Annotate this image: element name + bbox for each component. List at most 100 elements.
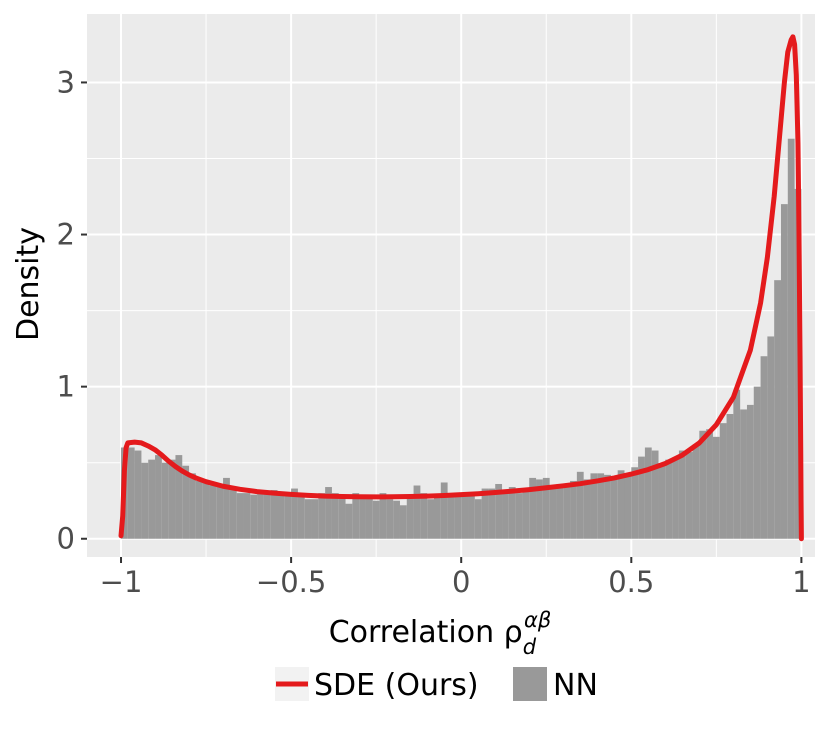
x-axis-title-sub: d [523, 635, 537, 659]
histogram-bar [406, 494, 414, 539]
y-axis-ticks: 0 1 2 3 [57, 65, 87, 556]
histogram-bar [570, 480, 577, 539]
histogram-bar [250, 494, 258, 539]
histogram-bar [155, 455, 162, 539]
legend-label-nn: NN [553, 668, 598, 703]
histogram-bar [638, 456, 645, 539]
histogram-bar [760, 356, 768, 539]
histogram-bar [685, 452, 693, 539]
histogram-bar [168, 459, 176, 539]
histogram-bar [672, 458, 679, 539]
x-tick-label: −0.5 [256, 565, 326, 599]
histogram-bar [644, 447, 652, 539]
legend-key-nn-swatch [513, 667, 547, 701]
x-tick-label: 0 [452, 565, 470, 599]
histogram-bar [195, 480, 203, 539]
y-tick-label: 2 [57, 218, 75, 252]
histogram-bar [522, 491, 530, 539]
histogram-bar [474, 499, 482, 539]
histogram-bar [563, 483, 571, 539]
histogram-bar [352, 493, 360, 539]
histogram-bar [508, 487, 516, 539]
y-axis-title: Density [11, 227, 46, 341]
histogram-bar [318, 493, 326, 539]
histogram-bar [420, 493, 428, 539]
x-axis-title: Correlation ρd αβ [329, 608, 552, 659]
histogram-bar [583, 479, 591, 539]
histogram-bar [270, 490, 278, 539]
histogram-bar [624, 476, 632, 539]
histogram-bar [658, 465, 666, 539]
histogram-bar [665, 459, 673, 539]
legend: SDE (Ours) NN [275, 667, 598, 703]
histogram-bar [338, 497, 346, 539]
x-tick-label: 0.5 [608, 565, 654, 599]
histogram-bar [447, 493, 455, 539]
histogram-bar [576, 471, 584, 539]
histogram-bar [393, 500, 400, 539]
x-tick-label: 1 [792, 565, 810, 599]
histogram-bar [134, 450, 142, 539]
legend-label-sde: SDE (Ours) [314, 668, 479, 703]
histogram-bar [610, 479, 618, 539]
histogram-bar [733, 389, 741, 539]
histogram-bar [495, 483, 503, 539]
x-axis-title-sup: αβ [524, 608, 551, 632]
y-tick-label: 1 [57, 370, 75, 404]
histogram-bar [767, 336, 775, 539]
histogram-bar [692, 444, 700, 539]
histogram-bar [461, 493, 469, 539]
histogram-bar [699, 430, 707, 539]
sde-density-line [118, 34, 804, 542]
histogram-bar [597, 473, 605, 539]
histogram-bar [223, 477, 230, 539]
histogram-bar [488, 488, 496, 539]
x-tick-label: −1 [100, 565, 143, 599]
histogram-bar [175, 455, 183, 539]
histogram-bar [678, 450, 686, 539]
histogram-bar [746, 404, 754, 539]
histogram-bar [440, 482, 448, 539]
histogram-bar [182, 465, 190, 539]
histogram-bar [189, 473, 196, 539]
histogram-bar [141, 462, 149, 539]
histogram-bar [529, 477, 537, 539]
histogram-bar [515, 493, 523, 539]
histogram-bar [536, 479, 543, 539]
histogram-bar [631, 467, 639, 539]
histogram-bar [209, 485, 217, 539]
histogram-bar [604, 474, 611, 539]
histogram-bar [780, 204, 788, 539]
histogram-bar [161, 462, 169, 539]
histogram-bar [345, 503, 353, 539]
histogram-bar [277, 491, 285, 539]
histogram-bar [386, 499, 394, 539]
grid-minor [87, 14, 815, 557]
histogram-bar [216, 485, 224, 539]
histogram-bar [454, 493, 462, 539]
histogram-bar [617, 470, 625, 539]
histogram-bar [202, 482, 210, 539]
histogram-bar [706, 429, 713, 539]
histogram-bar [257, 493, 264, 539]
histogram-bar [263, 493, 271, 539]
histogram-bar [379, 493, 387, 539]
histogram-bar [740, 409, 747, 539]
histogram-bar [399, 505, 407, 539]
histogram-bar [311, 499, 319, 539]
grid-major [87, 14, 815, 557]
histogram-bar [365, 494, 373, 539]
histogram-bar [243, 493, 251, 539]
histogram-bar [372, 500, 380, 539]
histogram-bar [719, 423, 727, 539]
histogram-bar [284, 496, 292, 539]
histogram-bar [325, 487, 332, 539]
histogram-bar [127, 447, 135, 539]
histogram-bar [331, 493, 339, 539]
histogram-bar [236, 493, 244, 539]
histogram-bar [229, 490, 237, 539]
histogram-bar [481, 488, 489, 539]
histogram-bar [502, 491, 509, 539]
histogram-bar [413, 485, 421, 539]
